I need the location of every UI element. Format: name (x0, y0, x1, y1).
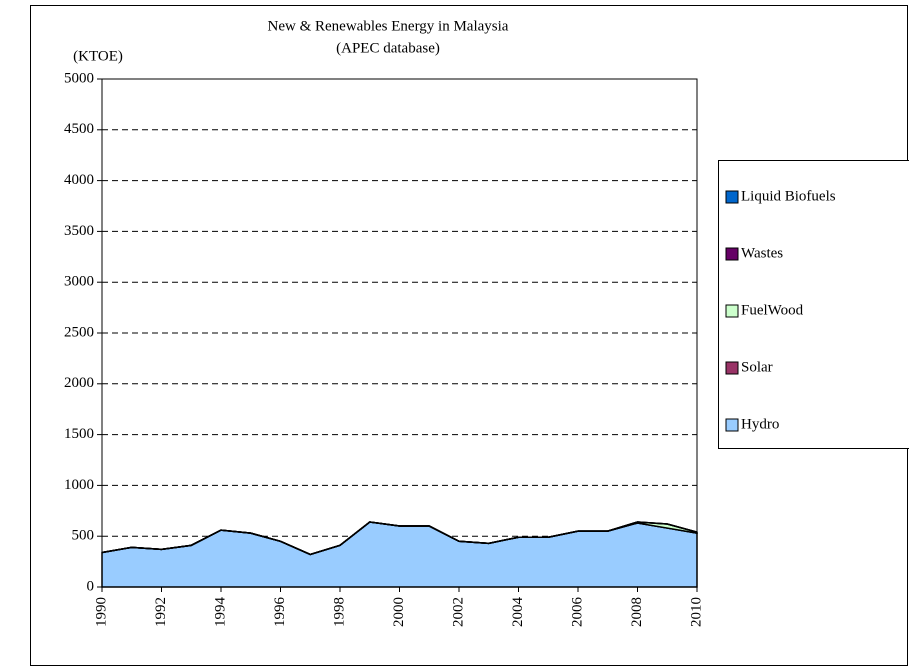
y-tick-label: 2000 (64, 375, 94, 391)
y-tick-label: 5000 (64, 70, 94, 86)
legend-label: Solar (741, 359, 773, 375)
legend-swatch (725, 247, 739, 261)
y-axis-label: (KTOE) (73, 48, 123, 64)
x-tick-label: 2008 (629, 597, 645, 627)
y-tick-label: 1500 (64, 426, 94, 442)
y-tick-label: 4000 (64, 172, 94, 188)
x-tick-label: 2010 (688, 597, 704, 627)
x-tick-label: 1990 (93, 597, 109, 627)
area (101, 521, 698, 556)
legend-label: Liquid Biofuels (741, 188, 836, 204)
legend-swatch (725, 361, 739, 375)
x-tick-label: 2000 (391, 597, 407, 627)
x-tick-label: 1998 (331, 597, 347, 627)
legend-swatch (725, 418, 739, 432)
legend-swatch (725, 190, 739, 204)
chart-subtitle: (APEC database) (336, 40, 440, 56)
legend-swatch (725, 304, 739, 318)
x-tick-label: 2002 (450, 597, 466, 627)
chart-title: New & Renewables Energy in Malaysia (268, 18, 509, 34)
legend-label: Wastes (741, 245, 783, 261)
y-tick-label: 3500 (64, 223, 94, 239)
legend-label: FuelWood (741, 302, 804, 318)
x-tick-label: 1992 (153, 597, 169, 627)
y-tick-label: 3000 (64, 274, 94, 290)
x-tick-label: 2004 (510, 597, 526, 628)
y-tick-label: 4500 (64, 121, 94, 137)
y-tick-label: 1000 (64, 477, 94, 493)
legend-label: Hydro (741, 416, 779, 432)
y-tick-label: 500 (72, 528, 95, 544)
y-tick-label: 0 (87, 578, 95, 594)
y-tick-label: 2500 (64, 324, 94, 340)
legend-box (718, 160, 909, 449)
x-tick-label: 1996 (272, 597, 288, 628)
x-tick-label: 1994 (212, 597, 228, 628)
x-tick-label: 2006 (569, 597, 585, 628)
